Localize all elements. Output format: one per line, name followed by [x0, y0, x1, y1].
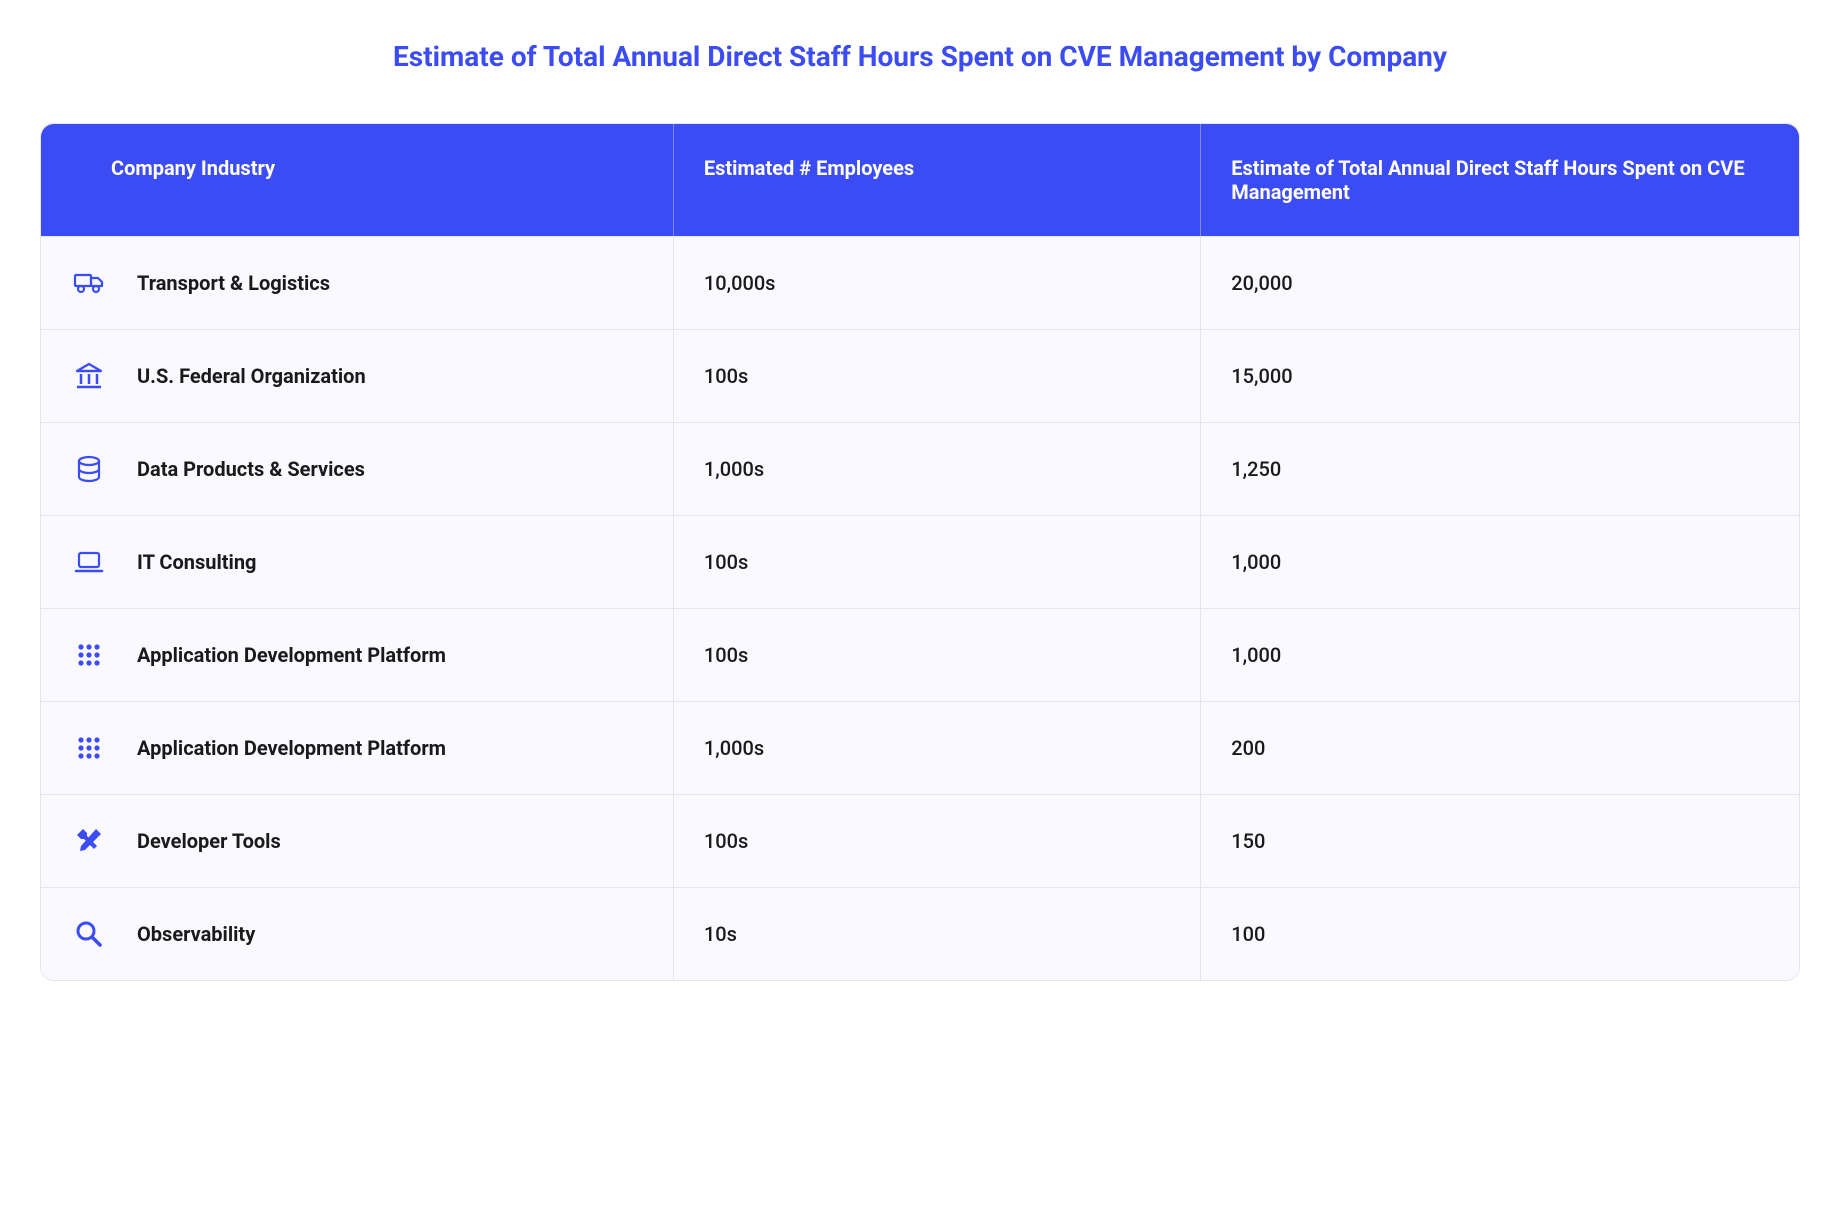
- employees-value: 100s: [704, 643, 748, 667]
- cell-employees: 100s: [674, 330, 1201, 422]
- tools-icon: [71, 823, 107, 859]
- truck-icon: [71, 265, 107, 301]
- employees-value: 10s: [704, 922, 737, 946]
- grid-icon: [71, 730, 107, 766]
- bank-icon: [71, 358, 107, 394]
- table-row: Transport & Logistics 10,000s 20,000: [41, 236, 1799, 329]
- cell-industry: Developer Tools: [41, 795, 674, 887]
- column-header-industry: Company Industry: [41, 124, 674, 236]
- employees-value: 100s: [704, 550, 748, 574]
- grid-icon: [71, 637, 107, 673]
- employees-value: 1,000s: [704, 736, 764, 760]
- industry-label: Developer Tools: [137, 829, 281, 853]
- industry-label: Observability: [137, 922, 255, 946]
- table-row: IT Consulting 100s 1,000: [41, 515, 1799, 608]
- column-header-hours: Estimate of Total Annual Direct Staff Ho…: [1201, 124, 1799, 236]
- employees-value: 10,000s: [704, 271, 776, 295]
- column-header-employees: Estimated # Employees: [674, 124, 1201, 236]
- industry-label: Application Development Platform: [137, 643, 446, 667]
- table-row: Developer Tools 100s 150: [41, 794, 1799, 887]
- industry-label: Application Development Platform: [137, 736, 446, 760]
- cell-industry: Observability: [41, 888, 674, 980]
- cell-industry: U.S. Federal Organization: [41, 330, 674, 422]
- cell-industry: Transport & Logistics: [41, 237, 674, 329]
- employees-value: 100s: [704, 364, 748, 388]
- cell-employees: 1,000s: [674, 423, 1201, 515]
- cell-hours: 200: [1201, 702, 1799, 794]
- table-header-row: Company Industry Estimated # Employees E…: [41, 124, 1799, 236]
- cell-employees: 10s: [674, 888, 1201, 980]
- industry-label: IT Consulting: [137, 550, 256, 574]
- table-row: Application Development Platform 1,000s 20…: [41, 701, 1799, 794]
- hours-value: 20,000: [1231, 271, 1292, 295]
- cell-employees: 100s: [674, 609, 1201, 701]
- hours-value: 150: [1231, 829, 1265, 853]
- database-icon: [71, 451, 107, 487]
- search-icon: [71, 916, 107, 952]
- industry-label: Transport & Logistics: [137, 271, 330, 295]
- cell-industry: IT Consulting: [41, 516, 674, 608]
- cell-industry: Application Development Platform: [41, 609, 674, 701]
- cell-hours: 20,000: [1201, 237, 1799, 329]
- cell-industry: Data Products & Services: [41, 423, 674, 515]
- cell-employees: 1,000s: [674, 702, 1201, 794]
- cell-employees: 100s: [674, 516, 1201, 608]
- hours-value: 200: [1231, 736, 1265, 760]
- laptop-icon: [71, 544, 107, 580]
- hours-value: 100: [1231, 922, 1265, 946]
- cell-hours: 15,000: [1201, 330, 1799, 422]
- industry-label: U.S. Federal Organization: [137, 364, 366, 388]
- hours-value: 1,000: [1231, 550, 1281, 574]
- cell-industry: Application Development Platform: [41, 702, 674, 794]
- page-title: Estimate of Total Annual Direct Staff Ho…: [40, 40, 1800, 73]
- cell-hours: 150: [1201, 795, 1799, 887]
- hours-value: 15,000: [1231, 364, 1292, 388]
- employees-value: 100s: [704, 829, 748, 853]
- table-row: Application Development Platform 100s 1,00…: [41, 608, 1799, 701]
- hours-value: 1,000: [1231, 643, 1281, 667]
- cell-hours: 100: [1201, 888, 1799, 980]
- cell-employees: 10,000s: [674, 237, 1201, 329]
- cell-hours: 1,250: [1201, 423, 1799, 515]
- cell-employees: 100s: [674, 795, 1201, 887]
- table-row: Data Products & Services 1,000s 1,250: [41, 422, 1799, 515]
- employees-value: 1,000s: [704, 457, 764, 481]
- cell-hours: 1,000: [1201, 609, 1799, 701]
- industry-label: Data Products & Services: [137, 457, 365, 481]
- cell-hours: 1,000: [1201, 516, 1799, 608]
- data-table: Company Industry Estimated # Employees E…: [40, 123, 1800, 981]
- hours-value: 1,250: [1231, 457, 1281, 481]
- table-row: Observability 10s 100: [41, 887, 1799, 980]
- table-row: U.S. Federal Organization 100s 15,000: [41, 329, 1799, 422]
